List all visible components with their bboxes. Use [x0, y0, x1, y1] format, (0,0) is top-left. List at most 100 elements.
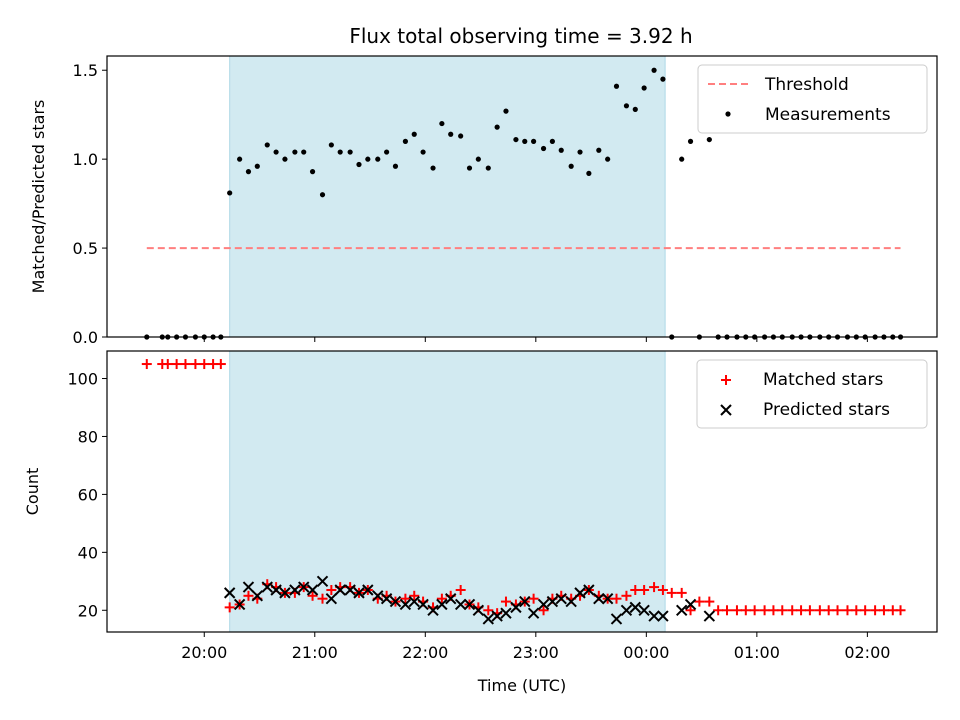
- matched-star-marker: [870, 605, 881, 616]
- chart-title: Flux total observing time = 3.92 h: [349, 24, 692, 48]
- measurement-point: [347, 149, 353, 155]
- measurement-point: [301, 149, 307, 155]
- axes-frame: [106, 55, 938, 338]
- measurement-point: [596, 147, 602, 153]
- predicted-star-marker: [610, 613, 623, 625]
- matched-star-marker: [676, 587, 687, 598]
- matched-star-marker: [611, 593, 622, 604]
- y-tick-label: 1.0: [73, 150, 98, 169]
- measurement-point: [319, 192, 326, 198]
- predicted-star-marker: [583, 584, 595, 596]
- predicted-star-marker: [298, 581, 310, 593]
- x-tick-label: 20:00: [181, 643, 227, 662]
- predicted-star-marker: [629, 601, 641, 614]
- predicted-star-marker: [279, 587, 291, 599]
- legend-measurements-label: Measurements: [765, 105, 891, 125]
- predicted-star-marker: [565, 595, 577, 608]
- matched-star-marker: [215, 359, 226, 370]
- matched-star-marker: [768, 605, 779, 616]
- measurement-point: [679, 156, 685, 162]
- measurement-point: [328, 142, 334, 148]
- predicted-star-marker: [306, 584, 319, 596]
- predicted-star-marker: [500, 607, 512, 619]
- measurement-point: [485, 165, 491, 171]
- matched-star-marker: [400, 593, 411, 604]
- predicted-star-marker: [620, 604, 633, 616]
- x-tick-label: 21:00: [292, 643, 338, 662]
- measurement-point: [687, 138, 694, 144]
- matched-star-marker: [832, 605, 843, 616]
- measurement-point: [586, 170, 592, 176]
- matched-star-marker: [823, 605, 834, 616]
- predicted-star-marker: [233, 598, 246, 611]
- measurement-point: [540, 145, 547, 152]
- predicted-star-marker: [325, 592, 338, 605]
- measurement-point: [237, 156, 243, 162]
- predicted-star-marker: [270, 584, 282, 596]
- measurement-point: [392, 163, 399, 169]
- predicted-star-marker: [399, 598, 412, 611]
- predicted-star-marker: [316, 575, 329, 588]
- measurement-point: [651, 67, 657, 73]
- matched-star-marker: [704, 596, 715, 607]
- measurement-point: [420, 149, 426, 155]
- legend-measurement-swatch: [725, 111, 731, 117]
- y-tick-label: 40: [78, 543, 98, 562]
- measurement-point: [448, 131, 454, 137]
- predicted-star-marker: [223, 587, 236, 599]
- measurement-point: [273, 149, 279, 155]
- matched-star-marker: [666, 587, 677, 598]
- top-panel: 0.0 0.5 1.0 1.5 Matched/Predicted stars Thres…: [29, 55, 938, 347]
- measurement-point: [660, 76, 666, 82]
- measurement-point: [458, 133, 464, 139]
- predicted-star-marker: [251, 590, 264, 602]
- measurement-point: [632, 106, 638, 112]
- predicted-star-marker: [427, 604, 439, 616]
- measurement-point: [568, 163, 574, 169]
- matched-star-marker: [141, 359, 152, 370]
- matched-star-marker: [759, 605, 770, 616]
- matched-star-marker: [528, 593, 539, 604]
- matched-star-marker: [649, 582, 660, 593]
- measurement-point: [549, 138, 555, 144]
- matched-star-marker: [713, 605, 724, 616]
- predicted-star-marker: [519, 595, 531, 608]
- predicted-star-marker: [445, 592, 457, 605]
- predicted-star-marker: [372, 590, 384, 602]
- predicted-star-marker: [657, 610, 669, 622]
- measurement-point: [522, 138, 528, 144]
- measurement-point: [466, 165, 473, 171]
- y-tick-label: 0.0: [73, 328, 98, 347]
- measurement-point: [309, 169, 316, 175]
- matched-star-marker: [694, 596, 705, 607]
- predicted-star-marker: [242, 581, 255, 593]
- predicted-star-marker: [510, 601, 522, 614]
- y-tick-label: 60: [78, 485, 98, 504]
- measurement-point: [531, 138, 537, 144]
- matched-star-marker: [787, 605, 798, 616]
- matched-star-marker: [777, 605, 788, 616]
- measurement-point: [706, 136, 712, 143]
- matched-star-marker: [326, 584, 337, 595]
- x-tick-label: 22:00: [402, 643, 448, 662]
- x-tick-label: 00:00: [623, 643, 669, 662]
- legend: Threshold Measurements: [697, 64, 928, 134]
- predicted-star-marker: [537, 598, 550, 611]
- matched-star-marker: [814, 605, 825, 616]
- matched-star-marker: [317, 593, 328, 604]
- matched-star-marker: [685, 605, 696, 616]
- measurement-point: [430, 165, 436, 171]
- predicted-star-marker: [436, 598, 448, 611]
- measurement-point: [282, 156, 288, 162]
- legend-matched-label: Matched stars: [763, 370, 883, 390]
- predicted-star-marker: [574, 587, 586, 599]
- shaded-observing-window: [229, 56, 666, 337]
- predicted-star-marker: [601, 592, 614, 605]
- predicted-star-marker: [289, 584, 301, 596]
- predicted-star-marker: [380, 592, 393, 605]
- measurement-point: [613, 83, 620, 89]
- predicted-star-marker: [703, 610, 716, 622]
- matched-star-marker: [409, 590, 420, 601]
- series-predicted-stars: [223, 575, 716, 625]
- matched-star-marker: [190, 359, 201, 370]
